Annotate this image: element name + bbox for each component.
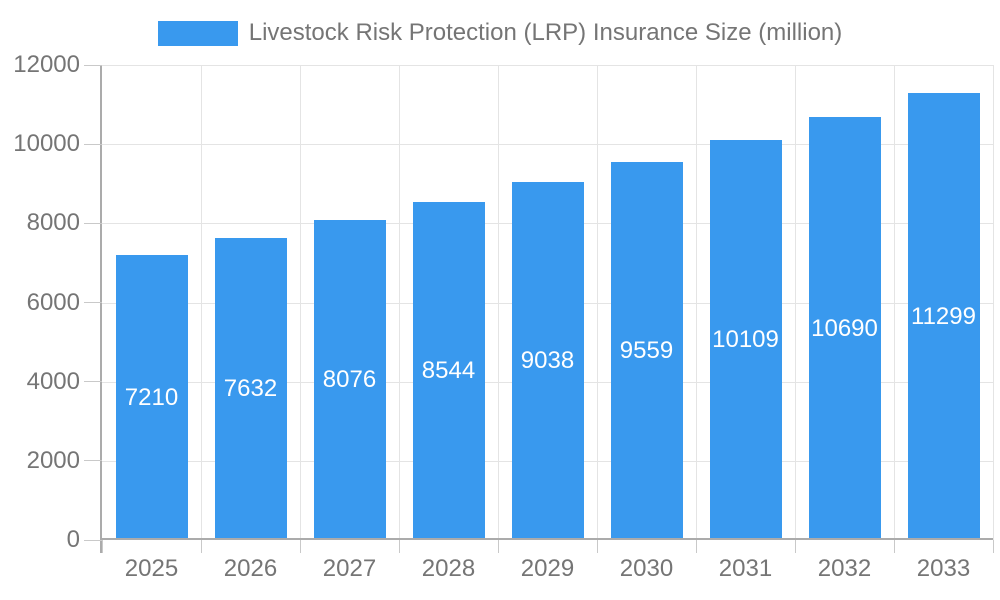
y-tick-mark	[84, 460, 102, 462]
bar-2031: 10109	[709, 140, 782, 540]
bar-value-label: 10690	[811, 314, 878, 342]
h-gridline	[102, 65, 993, 66]
v-gridline	[200, 65, 202, 540]
x-tick-mark	[497, 540, 499, 553]
y-tick-mark	[84, 381, 102, 383]
y-tick-label: 10000	[13, 130, 80, 158]
bar-2029: 9038	[511, 182, 584, 540]
bar-value-label: 9038	[520, 347, 575, 374]
x-tick-label: 2027	[322, 555, 377, 582]
bar-2032: 10690	[808, 117, 881, 540]
y-axis-line	[100, 65, 102, 553]
y-tick-label: 0	[66, 526, 80, 553]
x-tick-mark	[200, 540, 202, 553]
y-tick-label: 2000	[26, 446, 80, 474]
x-tick-mark	[299, 540, 301, 553]
bar-value-label: 8076	[322, 366, 377, 393]
v-gridline	[497, 65, 499, 540]
x-tick-mark	[596, 540, 598, 553]
bar-value-label: 8544	[421, 357, 476, 384]
x-tick-mark	[893, 540, 895, 553]
y-tick-mark	[84, 143, 102, 145]
y-tick-label: 6000	[26, 288, 80, 316]
legend-label: Livestock Risk Protection (LRP) Insuranc…	[248, 19, 843, 46]
bar-value-label: 10109	[712, 326, 779, 353]
bar-2025: 7210	[115, 255, 188, 540]
v-gridline	[794, 65, 796, 540]
y-tick-mark	[84, 539, 102, 541]
bar-2027: 8076	[313, 220, 386, 540]
v-gridline	[398, 65, 400, 540]
x-tick-label: 2032	[817, 555, 872, 582]
bar-value-label: 11299	[911, 302, 976, 330]
y-tick-label: 4000	[26, 367, 80, 395]
legend-swatch	[157, 20, 238, 46]
x-tick-label: 2030	[619, 555, 674, 582]
bar-value-label: 9559	[619, 337, 674, 364]
bar-2028: 8544	[412, 202, 485, 540]
plot-area: 7210 7632 8076 8544 9038 9559 10109 10690 11299	[100, 65, 994, 553]
y-tick-label: 8000	[26, 209, 80, 237]
bar-2026: 7632	[214, 238, 287, 540]
v-gridline	[299, 65, 301, 540]
x-tick-label: 2025	[124, 555, 179, 582]
bar-value-label: 7210	[124, 383, 179, 411]
x-tick-mark	[794, 540, 796, 553]
v-gridline	[596, 65, 598, 540]
x-tick-label: 2033	[916, 555, 971, 582]
y-tick-label: 12000	[13, 51, 80, 78]
bar-value-label: 7632	[223, 375, 278, 402]
x-axis-line	[100, 538, 993, 540]
x-tick-label: 2031	[718, 555, 773, 582]
x-tick-label: 2029	[520, 555, 575, 582]
x-tick-mark	[992, 540, 994, 553]
x-tick-mark	[101, 540, 103, 553]
h-gridline	[102, 144, 993, 146]
v-gridline	[893, 65, 895, 540]
x-tick-label: 2026	[223, 555, 278, 582]
legend[interactable]: Livestock Risk Protection (LRP) Insuranc…	[0, 19, 1000, 47]
bar-2033: 11299	[907, 93, 980, 540]
x-tick-mark	[398, 540, 400, 553]
x-tick-label: 2028	[421, 555, 476, 582]
y-tick-mark	[84, 64, 102, 66]
v-gridline	[695, 65, 697, 540]
v-gridline	[992, 65, 994, 540]
bar-2030: 9559	[610, 162, 683, 540]
x-tick-mark	[695, 540, 697, 553]
y-tick-mark	[84, 222, 102, 224]
y-tick-mark	[84, 302, 102, 303]
